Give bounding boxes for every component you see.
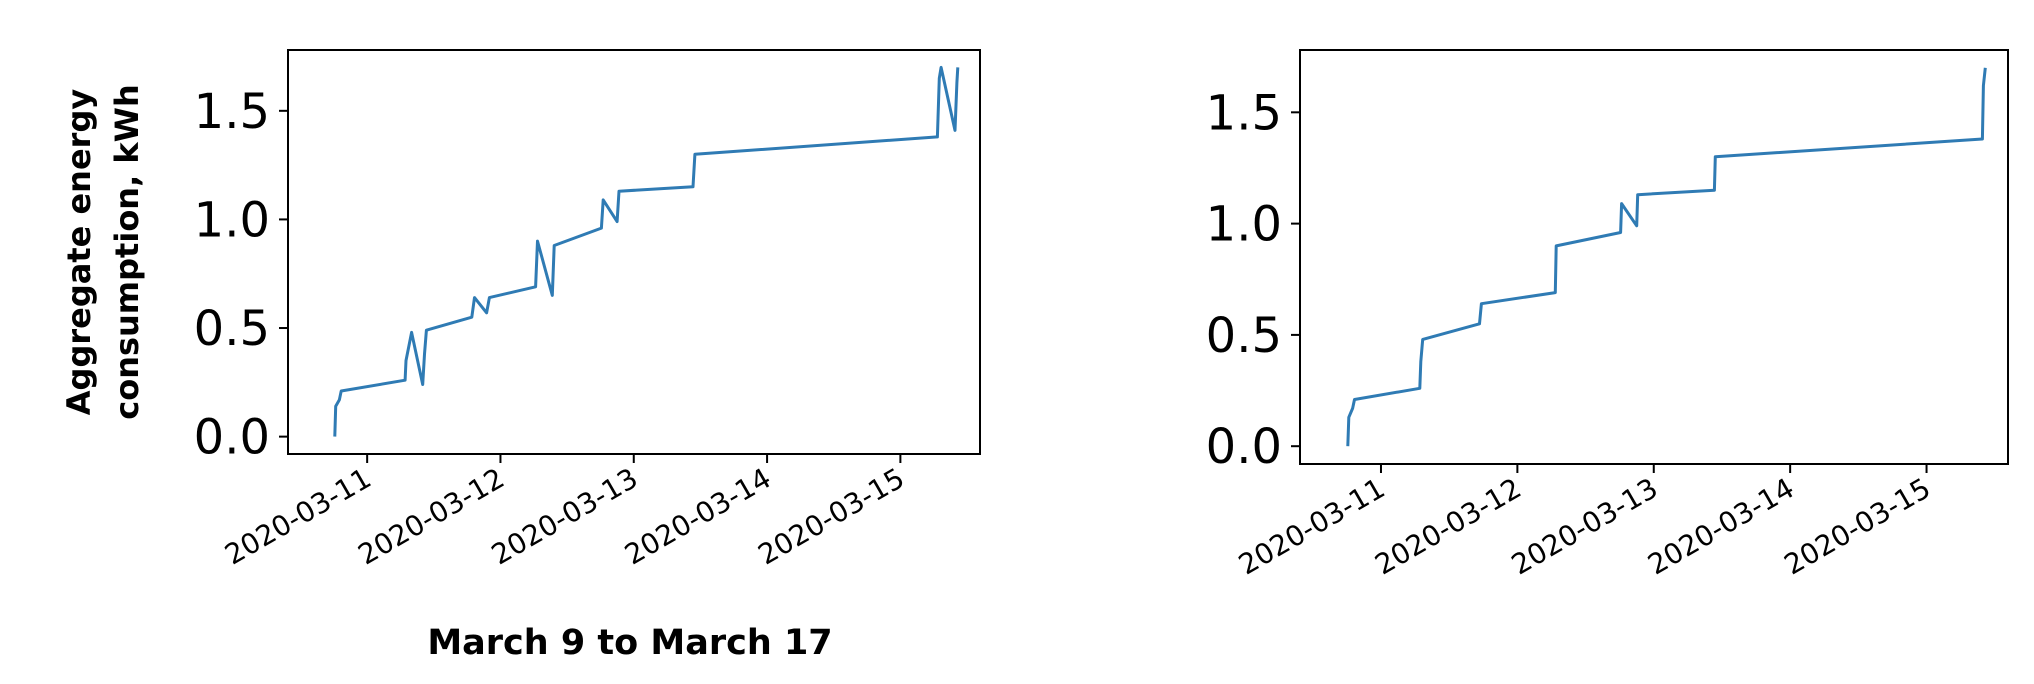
plot-frame-left <box>287 49 981 455</box>
y-axis-left: 0.0 0.5 1.0 1.5 <box>194 84 288 466</box>
chart-left: 0.00.51.01.5 2020-03-112020-03-122020-03… <box>60 49 981 663</box>
plot-frame-right <box>1299 49 2009 465</box>
series-right <box>1346 67 1987 447</box>
y-axis-label-line-1: Aggregate energy <box>60 89 98 416</box>
x-tick-label: 2020-03-15 <box>752 461 909 571</box>
energy-line <box>333 65 960 437</box>
y-axis-right: 0.0 0.5 1.0 1.5 <box>1206 85 1300 475</box>
energy-line <box>1346 67 1987 447</box>
chart-right: 0.00.51.01.5 2020-03-112020-03-122020-03… <box>1206 49 2009 581</box>
y-tick-label: 0.0 <box>194 410 270 466</box>
y-tick-label: 0.0 <box>1206 419 1282 475</box>
x-tick-label: 2020-03-13 <box>1506 471 1663 581</box>
x-tick-label: 2020-03-12 <box>1369 471 1526 581</box>
y-tick-label: 1.5 <box>1206 85 1282 141</box>
x-tick-label: 2020-03-15 <box>1779 471 1936 581</box>
x-tick-label: 2020-03-13 <box>486 461 643 571</box>
y-tick-label: 1.5 <box>194 84 270 140</box>
x-axis-left: 2020-03-112020-03-122020-03-132020-03-14… <box>219 454 910 571</box>
x-axis-right: 2020-03-112020-03-122020-03-132020-03-14… <box>1233 464 1936 581</box>
series-left <box>333 65 960 437</box>
x-axis-label: March 9 to March 17 <box>427 623 832 663</box>
y-tick-label: 0.5 <box>194 301 270 357</box>
x-tick-label: 2020-03-14 <box>1642 471 1799 581</box>
x-tick-label: 2020-03-14 <box>619 461 776 571</box>
y-tick-label: 1.0 <box>194 192 270 248</box>
x-tick-label: 2020-03-11 <box>219 461 376 571</box>
x-tick-label: 2020-03-12 <box>353 461 510 571</box>
y-axis-label-line-2: consumption, kWh <box>108 84 146 420</box>
y-tick-label: 1.0 <box>1206 197 1282 253</box>
x-tick-label: 2020-03-11 <box>1233 471 1390 581</box>
y-tick-label: 0.5 <box>1206 308 1282 364</box>
